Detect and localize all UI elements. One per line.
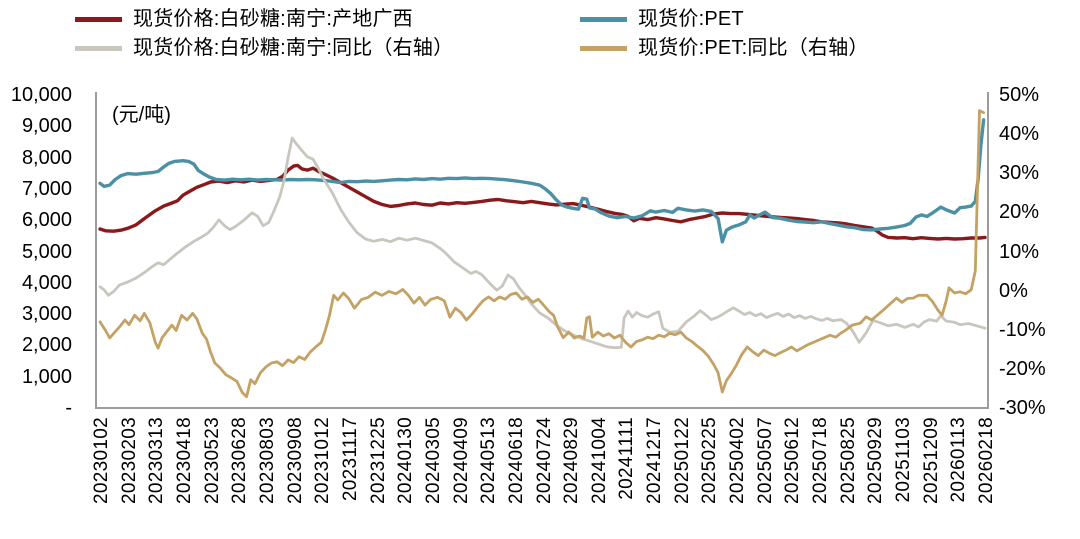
legend-item-sugar-price[interactable]: 现货价格:白砂糖:南宁:产地广西 bbox=[75, 8, 413, 30]
legend-label-sugar-yoy: 现货价格:白砂糖:南宁:同比（右轴） bbox=[133, 37, 454, 59]
right-axis-tick: -20% bbox=[999, 357, 1046, 380]
left-axis-tick: 8,000 bbox=[21, 146, 72, 169]
left-axis-tick: 3,000 bbox=[21, 303, 72, 326]
legend-item-pet-price[interactable]: 现货价:PET bbox=[580, 8, 744, 30]
legend-item-pet-yoy[interactable]: 现货价:PET:同比（右轴） bbox=[580, 37, 869, 59]
left-axis-tick: 1,000 bbox=[21, 365, 72, 388]
left-axis-tick: 2,000 bbox=[21, 334, 72, 357]
left-axis-line bbox=[95, 92, 97, 409]
pet-yoy-line-swatch bbox=[580, 45, 627, 51]
legend-label-pet-yoy: 现货价:PET:同比（右轴） bbox=[638, 37, 869, 59]
left-axis-tick: 7,000 bbox=[21, 177, 72, 200]
left-axis-tick: 5,000 bbox=[21, 240, 72, 263]
sugar-price-line-swatch bbox=[75, 16, 122, 22]
series-line bbox=[98, 118, 986, 244]
left-axis-tick: - bbox=[65, 397, 72, 419]
left-axis-tick: 6,000 bbox=[21, 209, 72, 232]
right-axis-tick: 40% bbox=[999, 123, 1040, 146]
left-axis-unit-label: (元/吨) bbox=[112, 104, 171, 126]
right-axis-tick: 10% bbox=[999, 240, 1040, 263]
right-axis-tick: -10% bbox=[999, 318, 1046, 341]
legend-item-sugar-yoy[interactable]: 现货价格:白砂糖:南宁:同比（右轴） bbox=[75, 37, 453, 59]
right-axis-tick: -30% bbox=[999, 397, 1046, 419]
right-axis-tick: 0% bbox=[999, 279, 1028, 302]
pet-price-line-swatch bbox=[580, 16, 627, 22]
left-axis-tick: 9,000 bbox=[21, 115, 72, 138]
left-axis-tick: 10,000 bbox=[10, 84, 72, 106]
legend-label-pet-price: 现货价:PET bbox=[638, 8, 744, 30]
right-axis-tick: 50% bbox=[999, 84, 1040, 106]
right-axis-tick: 20% bbox=[999, 201, 1040, 224]
right-axis-tick: 30% bbox=[999, 162, 1040, 185]
legend-label-sugar-price: 现货价格:白砂糖:南宁:产地广西 bbox=[133, 8, 413, 30]
right-axis-line bbox=[987, 92, 989, 409]
series-line bbox=[98, 109, 985, 399]
left-axis-tick: 4,000 bbox=[21, 271, 72, 294]
x-axis-line bbox=[95, 407, 989, 409]
series-line bbox=[98, 136, 987, 350]
series-line bbox=[98, 163, 987, 241]
sugar-yoy-line-swatch bbox=[75, 45, 122, 51]
